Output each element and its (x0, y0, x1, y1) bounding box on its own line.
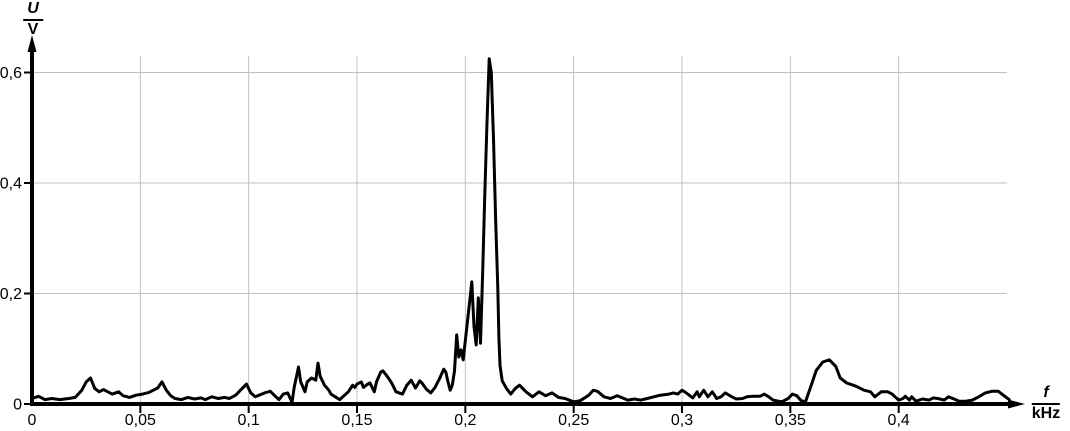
x-axis-arrowhead (1008, 399, 1025, 409)
x-tick-label: 0,3 (671, 412, 693, 429)
y-tick-label: 0 (13, 397, 22, 414)
grid-layer (34, 56, 1007, 402)
x-axis-unit-label: kHz (1031, 404, 1061, 422)
x-tick-label: 0,4 (888, 412, 910, 429)
y-axis-unit-label: V (27, 20, 39, 38)
y-axis-label: U V (23, 0, 43, 39)
x-tick-label: 0,15 (341, 412, 372, 429)
x-tick-label: 0,05 (125, 412, 156, 429)
axes-layer: 0 0,2 0,4 0,6 0 0,05 0,1 0,15 0,2 0,25 0,3 0,35 0,4 (0, 35, 1025, 429)
x-tick-label: 0,2 (454, 412, 476, 429)
x-axis-quantity-label: f (1031, 384, 1061, 405)
x-tick-label: 0,25 (558, 412, 589, 429)
y-tick-label: 0,4 (0, 176, 22, 193)
y-tick-label: 0,2 (0, 286, 22, 303)
x-axis-label: f kHz (1031, 384, 1061, 423)
x-tick-label: 0,1 (238, 412, 260, 429)
x-tick-label: 0,35 (775, 412, 806, 429)
spectrum-curve (30, 57, 1011, 404)
y-axis-arrowhead (27, 35, 37, 52)
x-tick-label: 0 (28, 412, 37, 429)
y-tick-label: 0,6 (0, 65, 22, 82)
y-axis-quantity-label: U (23, 0, 43, 21)
